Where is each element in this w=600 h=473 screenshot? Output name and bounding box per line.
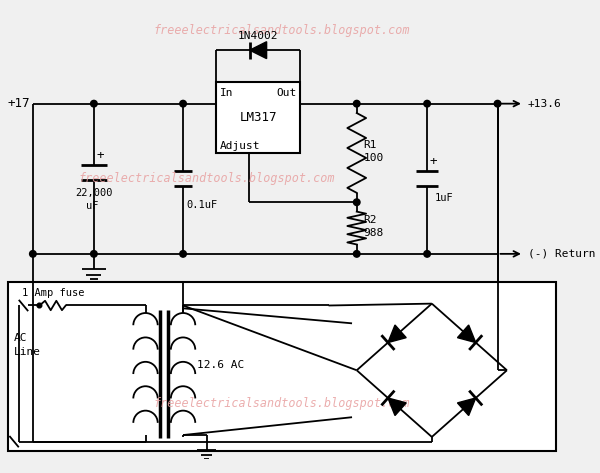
Text: uF: uF bbox=[86, 201, 99, 211]
Text: 1N4002: 1N4002 bbox=[238, 31, 278, 41]
Text: 0.1uF: 0.1uF bbox=[187, 200, 218, 210]
Text: +17: +17 bbox=[8, 97, 30, 110]
Text: (-) Return: (-) Return bbox=[527, 249, 595, 259]
Text: +: + bbox=[97, 149, 104, 162]
Text: 988: 988 bbox=[364, 228, 383, 238]
Text: 1uF: 1uF bbox=[434, 193, 454, 202]
Text: 100: 100 bbox=[364, 153, 383, 163]
Circle shape bbox=[29, 251, 36, 257]
Bar bbox=[216, 82, 301, 153]
Circle shape bbox=[353, 251, 360, 257]
Text: Line: Line bbox=[14, 348, 41, 358]
Circle shape bbox=[494, 100, 501, 107]
Polygon shape bbox=[388, 398, 406, 415]
Circle shape bbox=[353, 100, 360, 107]
Text: AC: AC bbox=[14, 333, 28, 343]
Text: Out: Out bbox=[277, 88, 296, 98]
Circle shape bbox=[91, 251, 97, 257]
Text: freeelectricalsandtools.blogspot.com: freeelectricalsandtools.blogspot.com bbox=[154, 397, 410, 411]
Text: R2: R2 bbox=[364, 215, 377, 225]
Circle shape bbox=[37, 303, 42, 308]
Text: LM317: LM317 bbox=[239, 111, 277, 124]
Text: freeelectricalsandtools.blogspot.com: freeelectricalsandtools.blogspot.com bbox=[78, 172, 335, 185]
Circle shape bbox=[353, 199, 360, 206]
Polygon shape bbox=[250, 42, 266, 59]
Circle shape bbox=[424, 251, 430, 257]
Text: In: In bbox=[220, 88, 233, 98]
Text: +13.6: +13.6 bbox=[527, 99, 562, 109]
Text: 22,000: 22,000 bbox=[75, 188, 113, 198]
Text: +: + bbox=[429, 155, 437, 168]
Circle shape bbox=[91, 100, 97, 107]
Polygon shape bbox=[457, 325, 476, 342]
Text: 1 Amp fuse: 1 Amp fuse bbox=[22, 289, 84, 298]
Text: R1: R1 bbox=[364, 140, 377, 150]
Bar bbox=[8, 282, 556, 451]
Polygon shape bbox=[457, 398, 476, 415]
Circle shape bbox=[180, 251, 187, 257]
Polygon shape bbox=[388, 325, 406, 342]
Circle shape bbox=[424, 100, 430, 107]
Text: Adjust: Adjust bbox=[220, 141, 260, 151]
Text: freeelectricalsandtools.blogspot.com: freeelectricalsandtools.blogspot.com bbox=[154, 24, 410, 37]
Circle shape bbox=[180, 100, 187, 107]
Text: 12.6 AC: 12.6 AC bbox=[197, 359, 244, 369]
